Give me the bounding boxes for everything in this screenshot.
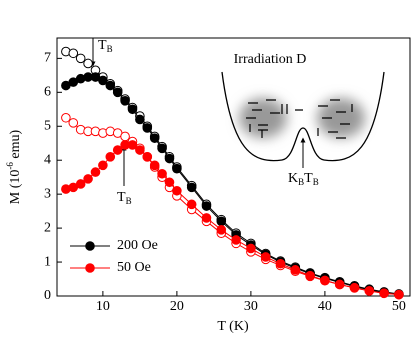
zfc-point [112, 87, 123, 98]
zfc-point [83, 174, 93, 184]
zfc-point [290, 265, 301, 275]
inset-blob [317, 98, 365, 138]
zfc-point [142, 152, 153, 162]
y-label-text: M (10 [8, 170, 23, 205]
fc-point [120, 131, 130, 142]
y-tick-label: 3 [44, 186, 51, 201]
zfc-point [135, 114, 145, 125]
zfc-point [334, 279, 345, 290]
y-tick-label: 5 [44, 118, 51, 133]
x-tick-label: 50 [392, 299, 406, 314]
zfc-point [112, 145, 123, 155]
legend-label: 200 Oe [117, 238, 158, 253]
legend-marker [85, 241, 95, 251]
inset-well [221, 71, 385, 162]
x-tick-label: 20 [170, 299, 184, 314]
zfc-point [186, 199, 197, 210]
y-tick-label: 7 [44, 51, 51, 66]
legend-marker [85, 263, 95, 273]
inset-label-text: K [288, 171, 298, 186]
series-line [65, 117, 399, 296]
zfc-point [379, 288, 389, 299]
annotation-text: T [117, 190, 126, 205]
zfc-point [98, 160, 108, 171]
zfc-point [394, 289, 404, 300]
zfc-point [149, 133, 160, 143]
inset-blob [239, 98, 287, 138]
fc-point [68, 118, 79, 128]
zfc-point [105, 152, 116, 162]
annotation-sub: B [107, 44, 113, 54]
zfc-point [172, 163, 182, 174]
series-line [65, 144, 399, 296]
fc-point [75, 53, 86, 64]
zfc-point [260, 252, 271, 262]
zfc-point [157, 143, 167, 154]
zfc-point [186, 182, 197, 193]
inset-title: Irradiation D [234, 52, 307, 67]
zfc-point [164, 177, 175, 188]
y-tick-label: 6 [44, 85, 51, 100]
plot-frame [56, 37, 411, 297]
inset-label-sub: B [298, 177, 304, 187]
inset-label-sub: B [313, 177, 319, 187]
zfc-point [216, 216, 227, 227]
y-tick-label: 2 [44, 220, 51, 235]
zfc-point [157, 168, 167, 179]
zfc-point [127, 140, 138, 150]
inset-spins [246, 99, 353, 139]
zfc-point [201, 213, 212, 223]
zfc-point [231, 235, 241, 245]
y-axis-label: M (10-6 emu) [5, 129, 23, 204]
zfc-point [305, 270, 315, 281]
legend-label: 50 Oe [117, 260, 151, 275]
annotation: TB [117, 190, 132, 206]
zfc-point [164, 153, 175, 164]
y-label-sup: -6 [5, 162, 15, 170]
annotation-text: T [98, 38, 107, 53]
zfc-point [275, 258, 286, 269]
zfc-point [349, 283, 360, 293]
x-axis-label: T (K) [217, 319, 249, 334]
zfc-point [320, 275, 330, 286]
inset: Irradiation D KBTB [221, 52, 385, 187]
inset-label: KBTB [288, 171, 319, 187]
y-tick-label: 4 [44, 152, 51, 167]
zfc-point [246, 243, 256, 254]
zfc-point [201, 201, 212, 211]
zfc-point [105, 80, 116, 91]
fc-point [61, 112, 71, 123]
x-tick-label: 40 [318, 299, 332, 314]
zfc-point [127, 104, 138, 115]
zfc-point [149, 160, 160, 171]
y-label-text: emu) [8, 129, 23, 162]
annotation: TB [98, 38, 113, 54]
zfc-point [142, 123, 153, 133]
x-tick-label: 10 [96, 299, 110, 314]
inset-label-text: T [304, 171, 313, 186]
fc-point [83, 58, 93, 69]
y-tick-label: 0 [44, 288, 51, 303]
zfc-point [90, 167, 101, 177]
zfc-point [120, 96, 130, 106]
fc-point [68, 48, 79, 59]
zfc-point [135, 145, 145, 155]
annotation-sub: B [126, 196, 132, 206]
zfc-point [216, 225, 227, 235]
zfc-point [98, 75, 108, 86]
y-tick-label: 1 [44, 254, 51, 269]
x-tick-label: 30 [244, 299, 258, 314]
zfc-point [364, 286, 375, 296]
zfc-point [172, 185, 182, 196]
zfc-point [75, 179, 86, 189]
